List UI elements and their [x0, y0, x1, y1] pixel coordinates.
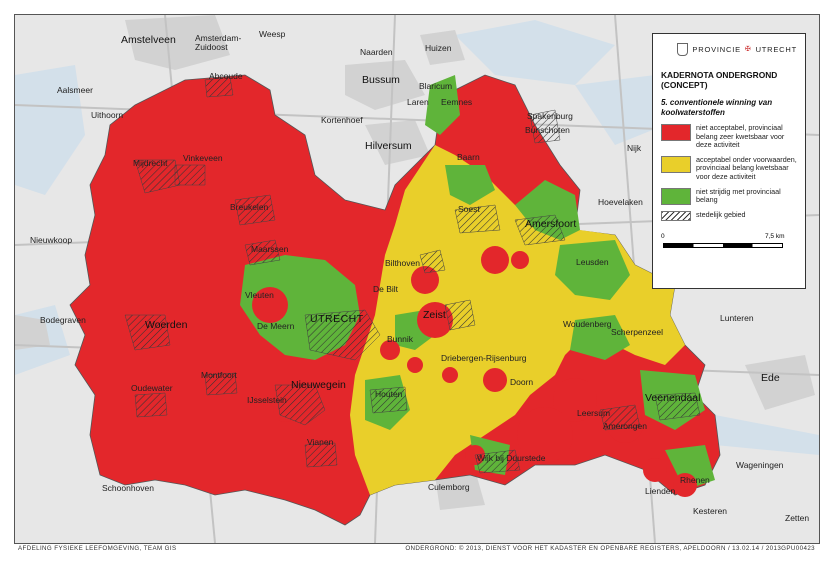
map-frame: Amstelveen Amsterdam-Zuidoost Weesp Naar…	[14, 14, 820, 544]
legend-label-urban: stedelijk gebied	[696, 209, 746, 219]
legend-swatch-red	[661, 124, 691, 141]
label-eemnes: Eemnes	[441, 97, 472, 107]
legend-title: KADERNOTA ONDERGROND (CONCEPT)	[661, 70, 778, 90]
label-kortenhoef: Kortenhoef	[321, 115, 363, 125]
label-ijsselstein: IJsselstein	[247, 395, 287, 405]
label-wijk: Wijk bij Duurstede	[477, 453, 546, 463]
label-vianen: Vianen	[307, 437, 334, 447]
label-mijdrecht: Mijdrecht	[133, 158, 168, 168]
label-houten: Houten	[375, 389, 403, 399]
label-breukelen: Breukelen	[230, 202, 269, 212]
label-nieuwkoop: Nieuwkoop	[30, 235, 72, 245]
label-vleuten: Vleuten	[245, 290, 274, 300]
label-zetten: Zetten	[785, 513, 809, 523]
label-bodegraven: Bodegraven	[40, 315, 86, 325]
label-spakenburg: Spakenburg	[527, 111, 573, 121]
province-logo: PROVINCIE ✠ UTRECHT	[661, 42, 797, 56]
label-lienden: Lienden	[645, 486, 676, 496]
label-blaricum: Blaricum	[419, 81, 452, 91]
label-amsterdam-zuidoost: Amsterdam-Zuidoost	[195, 33, 241, 52]
legend-item-green: niet strijdig met provinciaal belang	[661, 186, 797, 205]
map-legend: PROVINCIE ✠ UTRECHT KADERNOTA ONDERGROND…	[652, 33, 806, 289]
label-bilthoven: Bilthoven	[385, 258, 420, 268]
label-naarden: Naarden	[360, 47, 393, 57]
label-hilversum: Hilversum	[365, 140, 412, 152]
label-montfoort: Montfoort	[201, 370, 238, 380]
logo-text-provincie: PROVINCIE	[692, 44, 741, 54]
legend-item-yellow: acceptabel onder voorwaarden, provinciaa…	[661, 154, 797, 182]
label-de-bilt: De Bilt	[373, 284, 399, 294]
logo-separator-icon: ✠	[744, 46, 752, 53]
label-abcoude: Abcoude	[209, 71, 243, 81]
label-ede: Ede	[761, 372, 780, 384]
label-scherpenzeel: Scherpenzeel	[611, 327, 663, 337]
label-rhenen: Rhenen	[680, 475, 710, 485]
zone-conditional	[350, 145, 685, 495]
label-leersum: Leersum	[577, 408, 610, 418]
legend-swatch-yellow	[661, 155, 691, 173]
label-wageningen: Wageningen	[736, 460, 784, 470]
label-vinkeveen: Vinkeveen	[183, 153, 223, 163]
label-amerongen: Amerongen	[603, 421, 647, 431]
province-map: Amstelveen Amsterdam-Zuidoost Weesp Naar…	[15, 15, 819, 543]
label-nieuwegein: Nieuwegein	[291, 379, 346, 391]
legend-subtitle: 5. conventionele winning van koolwaterst…	[661, 98, 773, 117]
label-nijkerk: Nijk	[627, 143, 642, 153]
label-soest: Soest	[458, 204, 480, 214]
place-labels: Amstelveen Amsterdam-Zuidoost Weesp Naar…	[30, 29, 809, 523]
footer-credit-right: ONDERGROND: © 2013, DIENST VOOR HET KADA…	[405, 545, 815, 552]
label-oudewater: Oudewater	[131, 383, 173, 393]
label-laren: Laren	[407, 97, 429, 107]
label-bussum: Bussum	[362, 74, 400, 86]
label-woerden: Woerden	[145, 319, 188, 331]
label-woudenberg: Woudenberg	[563, 319, 612, 329]
label-leusden: Leusden	[576, 257, 609, 267]
legend-swatch-green	[661, 187, 691, 205]
logo-text-utrecht: UTRECHT	[755, 44, 797, 54]
label-zeist: Zeist	[423, 309, 446, 321]
label-bunschoten: Bunschoten	[525, 125, 570, 135]
legend-swatch-hatch	[661, 210, 691, 221]
urban-hatch	[124, 76, 701, 474]
label-de-meern: De Meern	[257, 321, 295, 331]
label-uithoorn: Uithoorn	[91, 110, 123, 120]
legend-item-red: niet acceptabel, provinciaal belang zeer…	[661, 123, 797, 150]
label-schoonhoven: Schoonhoven	[102, 483, 154, 493]
label-maarssen: Maarssen	[251, 244, 289, 254]
legend-label-yellow: acceptabel onder voorwaarden, provinciaa…	[696, 154, 797, 181]
label-lunteren: Lunteren	[720, 313, 754, 323]
label-utrecht: UTRECHT	[310, 313, 364, 325]
label-hoevelaken: Hoevelaken	[598, 197, 643, 207]
label-kesteren: Kesteren	[693, 506, 727, 516]
label-driebergen: Driebergen-Rijsenburg	[441, 353, 527, 363]
label-bunnik: Bunnik	[387, 334, 414, 344]
label-amersfoort: Amersfoort	[525, 218, 576, 230]
label-veenendaal: Veenendaal	[645, 392, 700, 404]
water-bodies	[15, 20, 819, 455]
urban-areas-outside	[15, 15, 815, 510]
label-huizen: Huizen	[425, 43, 452, 53]
label-aalsmeer: Aalsmeer	[57, 85, 93, 95]
label-baarn: Baarn	[457, 152, 480, 162]
scale-end-label: 7,5 km	[765, 232, 785, 240]
footer-credit-left: AFDELING FYSIEKE LEEFOMGEVING, TEAM GIS	[18, 545, 177, 552]
label-weesp: Weesp	[259, 29, 286, 39]
crest-icon	[677, 42, 689, 56]
legend-item-urban: stedelijk gebied	[661, 209, 797, 221]
legend-label-red: niet acceptabel, provinciaal belang zeer…	[696, 123, 785, 150]
label-culemborg: Culemborg	[428, 482, 470, 492]
scale-bar-graphic	[663, 242, 783, 248]
scale-bar: 0 7,5 km	[661, 233, 797, 255]
label-amstelveen: Amstelveen	[121, 34, 176, 46]
label-doorn: Doorn	[510, 377, 533, 387]
legend-label-green: niet strijdig met provinciaal belang	[696, 186, 781, 205]
scale-start-label: 0	[661, 232, 665, 240]
